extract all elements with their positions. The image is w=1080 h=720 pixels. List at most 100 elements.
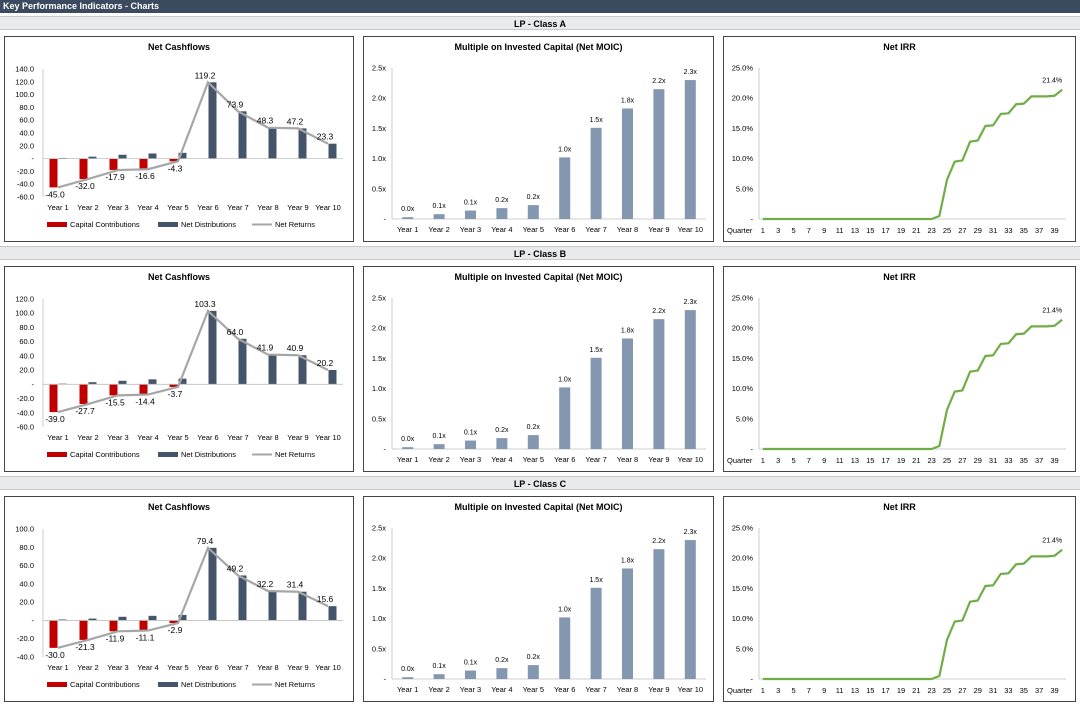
y-tick-label: 100.0 — [15, 525, 34, 534]
legend-label: Net Distributions — [181, 220, 236, 229]
y-tick-label: - — [32, 616, 35, 625]
y-tick-label: -60.0 — [17, 193, 34, 202]
data-label: 0.2x — [495, 427, 509, 434]
data-label: 119.2 — [195, 70, 216, 80]
x-tick-label: 33 — [1004, 456, 1012, 465]
net-returns-line — [57, 80, 329, 189]
data-label: 32.2 — [257, 579, 274, 589]
x-tick-label: 33 — [1004, 686, 1012, 695]
distribution-bar — [268, 590, 277, 621]
contribution-bar — [109, 620, 118, 632]
distribution-bar — [298, 128, 307, 159]
x-tick-label: Year 10 — [315, 663, 341, 672]
x-tick-label: Year 1 — [397, 225, 418, 234]
data-label: -17.9 — [105, 172, 125, 182]
y-tick-label: 20.0 — [19, 141, 34, 150]
distribution-bar — [118, 616, 127, 621]
x-tick-label: Year 5 — [167, 663, 188, 672]
moic-bar — [684, 310, 696, 449]
cashflow-chart-panel: Net Cashflows 140.0 120.0 100.0 80.0 60.0 40.0… — [4, 36, 354, 242]
moic-bar — [684, 540, 696, 679]
distribution-bar — [178, 614, 187, 621]
y-tick-label: 0.5x — [372, 184, 386, 193]
x-tick-label: 23 — [928, 456, 936, 465]
x-tick-label: Year 5 — [167, 203, 188, 212]
data-label: -30.0 — [45, 650, 65, 660]
y-tick-label: 25.0% — [732, 64, 754, 73]
x-tick-label: Year 8 — [257, 203, 278, 212]
x-tick-label: 21 — [912, 686, 920, 695]
data-label: 0.0x — [401, 666, 415, 673]
y-tick-label: 80.0 — [19, 543, 34, 552]
x-tick-label: Year 8 — [257, 663, 278, 672]
moic-bar — [622, 108, 633, 219]
distribution-bar — [148, 379, 157, 385]
data-label: 41.9 — [257, 343, 274, 353]
x-tick-label: 17 — [881, 226, 889, 235]
moic-bar — [653, 89, 665, 219]
y-tick-label: - — [32, 380, 35, 389]
data-label: 49.2 — [227, 563, 244, 573]
data-label: 47.2 — [287, 116, 304, 126]
y-tick-label: 5.0% — [736, 644, 753, 653]
data-label: -45.0 — [45, 189, 65, 199]
y-tick-label: 80.0 — [19, 103, 34, 112]
chart-svg: Net IRR 25.0% 20.0% 15.0% 10.0% 5.0% - 21.4% Qua… — [727, 502, 1066, 695]
x-tick-label: Year 4 — [137, 663, 158, 672]
legend-distributions-swatch — [158, 452, 178, 457]
x-tick-label: 35 — [1020, 226, 1028, 235]
data-label: -2.9 — [168, 625, 183, 635]
irr-chart-panel: Net IRR 25.0% 20.0% 15.0% 10.0% 5.0% - 21.4% Qua… — [723, 266, 1076, 472]
x-tick-label: 39 — [1050, 456, 1058, 465]
chart-title: Multiple on Invested Capital (Net MOIC) — [454, 42, 622, 52]
y-tick-label: -20.0 — [17, 394, 34, 403]
irr-chart-panel: Net IRR 25.0% 20.0% 15.0% 10.0% 5.0% - 21.4% Qua… — [723, 36, 1076, 242]
x-axis-title: Quarter — [727, 686, 753, 695]
moic-bar — [465, 440, 476, 449]
x-tick-label: Year 2 — [77, 663, 98, 672]
x-tick-label: Year 6 — [554, 455, 575, 464]
x-tick-label: 19 — [897, 456, 905, 465]
y-tick-label: 20.0% — [732, 554, 754, 563]
irr-chart-panel: Net IRR 25.0% 20.0% 15.0% 10.0% 5.0% - 21.4% Qua… — [723, 496, 1076, 702]
y-tick-label: 2.0x — [372, 324, 386, 333]
legend-label: Capital Contributions — [70, 220, 140, 229]
data-label: 2.2x — [652, 308, 666, 315]
x-tick-label: Year 2 — [77, 203, 98, 212]
data-label: 1.8x — [621, 327, 635, 334]
x-tick-label: 39 — [1050, 226, 1058, 235]
y-tick-label: 20.0% — [732, 94, 754, 103]
x-tick-label: Year 9 — [287, 433, 308, 442]
moic-bar — [496, 208, 508, 219]
x-axis-title: Quarter — [727, 226, 753, 235]
x-axis-title: Quarter — [727, 456, 753, 465]
distribution-bar — [208, 310, 217, 385]
x-tick-label: Year 7 — [227, 663, 248, 672]
x-tick-label: Year 4 — [491, 225, 512, 234]
y-tick-label: -20.0 — [17, 634, 34, 643]
distribution-bar — [328, 369, 337, 385]
chart-title: Net Cashflows — [148, 42, 210, 52]
x-tick-label: 35 — [1020, 456, 1028, 465]
moic-bar — [653, 319, 665, 449]
distribution-bar — [148, 153, 157, 159]
x-tick-label: 5 — [791, 226, 795, 235]
x-tick-label: 29 — [974, 686, 982, 695]
x-tick-label: Year 5 — [523, 455, 544, 464]
x-tick-label: 3 — [776, 226, 780, 235]
chart-svg: Net IRR 25.0% 20.0% 15.0% 10.0% 5.0% - 21.4% Qua… — [727, 42, 1066, 235]
x-tick-label: Year 3 — [107, 663, 128, 672]
distribution-bar — [238, 338, 247, 385]
y-tick-label: - — [384, 445, 387, 454]
legend-contributions-swatch — [47, 682, 67, 687]
data-label: 73.9 — [227, 99, 244, 109]
chart-svg: Net Cashflows 120.0 100.0 80.0 60.0 40.0 20.0 -… — [15, 272, 343, 459]
contribution-bar — [139, 158, 148, 170]
y-tick-label: 40.0 — [19, 129, 34, 138]
distribution-bar — [238, 111, 247, 159]
data-label: -14.4 — [135, 397, 155, 407]
distribution-bar — [58, 619, 67, 621]
moic-chart-panel: Multiple on Invested Capital (Net MOIC) 2… — [363, 496, 714, 702]
data-label: 48.3 — [257, 116, 274, 126]
contribution-bar — [79, 384, 88, 405]
